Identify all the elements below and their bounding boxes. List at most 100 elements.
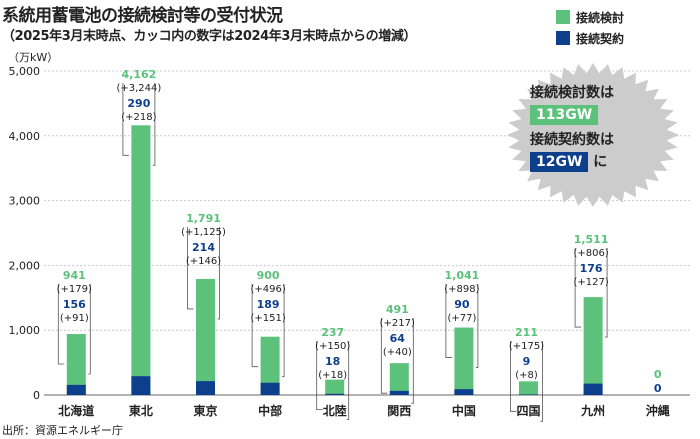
data-label-contract: 176 bbox=[580, 262, 603, 275]
data-label-contract: 290 bbox=[127, 97, 150, 110]
bar-contract bbox=[66, 384, 86, 395]
annotation-bracket bbox=[217, 227, 220, 320]
data-label-contract: 18 bbox=[325, 355, 340, 368]
bar-contract bbox=[454, 389, 474, 395]
y-tick-label: 2,000 bbox=[9, 259, 41, 272]
change-label-consideration: (+179) bbox=[57, 284, 92, 295]
annotation-bracket bbox=[475, 284, 479, 368]
data-label-consideration: 941 bbox=[63, 269, 86, 282]
legend-item-consideration: 接続検討 bbox=[556, 8, 624, 26]
x-tick-label: 中部 bbox=[258, 403, 282, 418]
data-label-consideration: 1,041 bbox=[445, 269, 480, 282]
change-label-consideration: (+898) bbox=[444, 284, 479, 295]
annotation-bracket bbox=[380, 318, 388, 394]
data-label-consideration: 491 bbox=[386, 303, 409, 316]
change-label-contract: (+40) bbox=[383, 347, 412, 358]
change-label-consideration: (+806) bbox=[573, 248, 608, 259]
data-label-consideration: 1,511 bbox=[574, 233, 609, 246]
y-tick-label: 5,000 bbox=[9, 65, 41, 78]
data-label-contract: 214 bbox=[192, 241, 215, 254]
annotation-bracket bbox=[346, 341, 350, 421]
annotation-bracket bbox=[605, 248, 608, 338]
annotation-bracket bbox=[445, 284, 452, 358]
data-label-consideration: 1,791 bbox=[186, 212, 221, 225]
change-label-consideration: (+217) bbox=[380, 318, 415, 329]
change-label-consideration: (+150) bbox=[315, 341, 350, 352]
annotation-bracket bbox=[187, 227, 194, 310]
annotation-bracket bbox=[411, 318, 414, 404]
change-label-contract: (+77) bbox=[447, 313, 476, 324]
data-label-consideration: 4,162 bbox=[122, 68, 157, 81]
y-tick-label: 3,000 bbox=[9, 195, 41, 208]
change-label-contract: (+151) bbox=[250, 313, 285, 324]
x-tick-label: 四国 bbox=[516, 404, 540, 418]
x-tick-label: 東北 bbox=[129, 403, 153, 418]
data-label-contract: 9 bbox=[523, 355, 531, 368]
annotation-bracket bbox=[88, 284, 91, 375]
callout-line-1: 接続検討数は bbox=[530, 85, 614, 101]
x-tick-label: 中国 bbox=[452, 403, 476, 418]
data-label-contract: 156 bbox=[63, 298, 86, 311]
bar-consideration bbox=[389, 363, 409, 395]
data-label-consideration: 900 bbox=[257, 269, 280, 282]
legend-item-contract: 接続契約 bbox=[556, 29, 624, 47]
x-tick-label: 東京 bbox=[193, 403, 217, 418]
data-label-contract: 0 bbox=[654, 382, 662, 395]
change-label-contract: (+8) bbox=[515, 370, 538, 381]
annotation-bracket bbox=[574, 248, 582, 328]
annotation-bracket bbox=[316, 341, 323, 411]
annotation-bracket bbox=[540, 341, 543, 422]
data-label-consideration: 237 bbox=[321, 326, 344, 339]
bar-consideration bbox=[583, 297, 603, 395]
annotation-bracket bbox=[152, 83, 156, 166]
y-tick-label: 0 bbox=[33, 389, 40, 402]
bar-contract bbox=[131, 376, 151, 395]
annotation-bracket bbox=[122, 83, 129, 156]
data-label-consideration: 211 bbox=[515, 326, 538, 339]
callout: 接続検討数は 113GW 接続契約数は 12GW に bbox=[530, 84, 660, 178]
bar-consideration bbox=[196, 278, 215, 395]
data-label-contract: 90 bbox=[454, 298, 470, 311]
data-label-consideration: 0 bbox=[654, 368, 662, 381]
legend-swatch-consideration bbox=[556, 10, 570, 24]
annotation-bracket bbox=[57, 284, 65, 365]
y-tick-label: 4,000 bbox=[9, 130, 41, 143]
bar-consideration bbox=[260, 336, 280, 395]
change-label-consideration: (+496) bbox=[250, 284, 285, 295]
legend-label-consideration: 接続検討 bbox=[576, 10, 625, 25]
change-label-consideration: (+3,244) bbox=[116, 83, 161, 94]
bar-contract bbox=[196, 381, 215, 395]
x-tick-label: 北海道 bbox=[58, 403, 94, 418]
x-tick-label: 沖縄 bbox=[646, 403, 670, 418]
bar-contract bbox=[583, 383, 603, 395]
y-axis-unit: （万kW） bbox=[8, 51, 59, 64]
chart-title: 系統用蓄電池の接続検討等の受付状況 bbox=[2, 6, 283, 26]
callout-value-2: 12GW bbox=[530, 152, 589, 172]
annotation-bracket bbox=[251, 284, 259, 368]
change-label-contract: (+218) bbox=[121, 112, 156, 123]
callout-suffix: に bbox=[593, 154, 608, 170]
change-label-contract: (+127) bbox=[573, 277, 608, 288]
bar-contract bbox=[519, 394, 538, 395]
bar-consideration bbox=[325, 379, 345, 395]
change-label-contract: (+18) bbox=[318, 370, 347, 381]
bar-contract bbox=[325, 393, 345, 395]
legend: 接続検討 接続契約 bbox=[556, 8, 624, 50]
data-label-contract: 189 bbox=[257, 298, 280, 311]
change-label-contract: (+91) bbox=[60, 313, 89, 324]
x-tick-label: 関西 bbox=[387, 404, 411, 418]
bar-contract bbox=[260, 382, 280, 395]
legend-swatch-contract bbox=[556, 31, 570, 45]
change-label-consideration: (+1,125) bbox=[181, 227, 226, 238]
bar-consideration bbox=[519, 381, 538, 395]
bar-contract bbox=[389, 390, 409, 395]
callout-value-1: 113GW bbox=[530, 105, 599, 125]
annotation-bracket bbox=[510, 341, 517, 412]
source-note: 出所：資源エネルギー庁 bbox=[2, 424, 123, 437]
bar-consideration bbox=[131, 125, 151, 395]
data-label-contract: 64 bbox=[390, 332, 406, 345]
annotation-bracket bbox=[282, 284, 285, 378]
bar-consideration bbox=[454, 327, 474, 395]
x-tick-label: 九州 bbox=[580, 403, 605, 418]
